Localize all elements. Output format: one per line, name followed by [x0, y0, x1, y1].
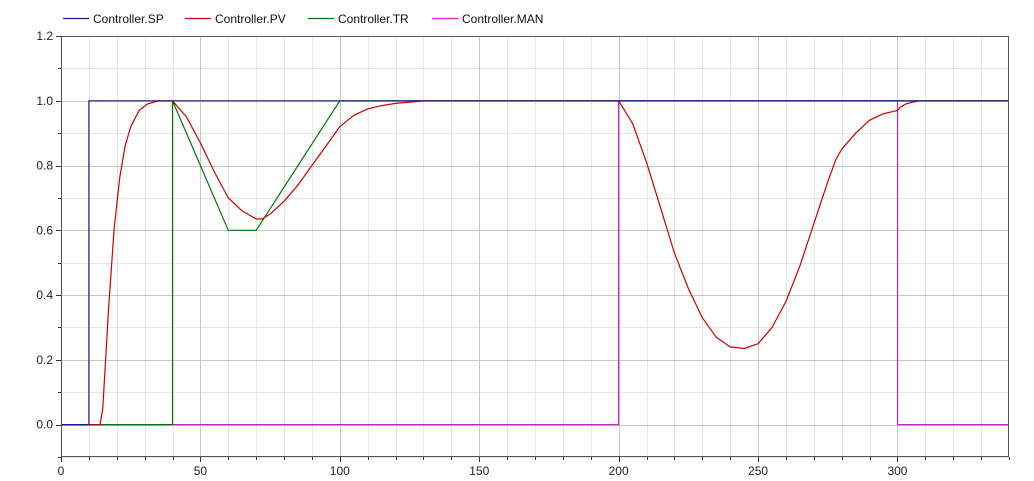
y-tick-label: 0.2: [36, 353, 53, 367]
y-tick-label: 1.2: [36, 29, 53, 43]
y-tick-label: 0.4: [36, 288, 53, 302]
x-tick-label: 150: [469, 464, 489, 478]
x-tick-label: 100: [330, 464, 350, 478]
y-axis: 0.0 0.2 0.4 0.6 0.8 1.0 1.2: [36, 29, 61, 458]
series-layer: [61, 100, 1009, 426]
legend-label: Controller.PV: [215, 12, 286, 26]
minor-gridlines: [61, 36, 1009, 458]
y-tick-label: 0.6: [36, 223, 53, 237]
y-tick-label: 0.8: [36, 159, 53, 173]
x-tick-label: 50: [194, 464, 208, 478]
x-tick-label: 250: [748, 464, 768, 478]
x-axis: 0 50 100 150 200 250 300: [58, 457, 1010, 478]
legend-label: Controller.MAN: [462, 12, 543, 26]
y-tick-label: 0.0: [36, 418, 53, 432]
plot-border: [61, 36, 1009, 457]
series-line-controller-sp: [61, 100, 1009, 426]
legend: Controller.SP Controller.PV Controller.TR C…: [63, 12, 543, 26]
y-tick-label: 1.0: [36, 94, 53, 108]
legend-label: Controller.SP: [93, 12, 164, 26]
x-tick-label: 200: [609, 464, 629, 478]
legend-label: Controller.TR: [338, 12, 409, 26]
x-tick-label: 0: [58, 464, 65, 478]
x-tick-label: 300: [887, 464, 907, 478]
